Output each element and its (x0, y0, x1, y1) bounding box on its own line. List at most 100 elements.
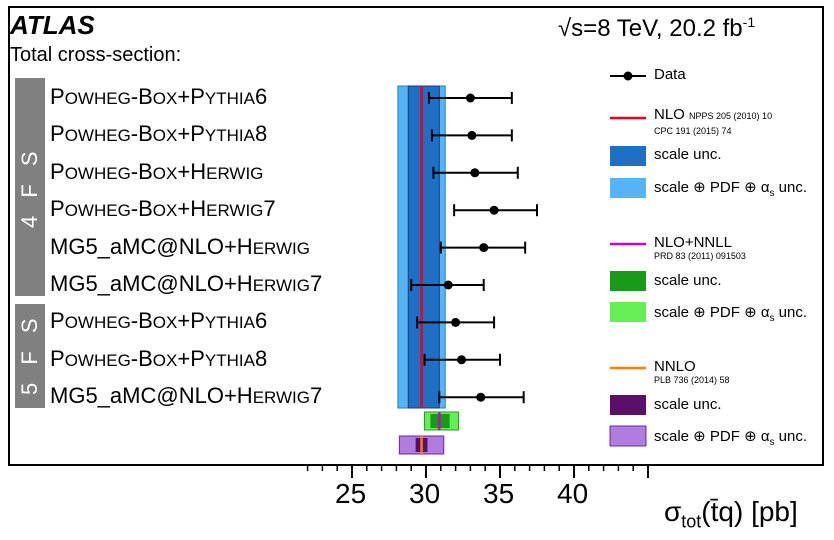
data-point (467, 130, 477, 140)
generator-label-part: YTHIA (204, 126, 255, 146)
generator-label-part: ERWIG (252, 238, 310, 258)
generator-label-part: OX (152, 201, 178, 221)
generator-label-part: ERWIG (206, 201, 264, 221)
generator-label-part: -B (130, 121, 153, 147)
data-point (465, 93, 475, 103)
generator-label-part: +H (177, 158, 207, 184)
legend-nlo-scale-box (610, 146, 646, 166)
generator-label-part: -B (130, 196, 153, 222)
generator-label-part: OWHEG (64, 163, 131, 183)
legend-alpha-sub: s (769, 188, 775, 199)
legend-nlo: NLO NPPS 205 (2010) 10 (654, 106, 772, 123)
generator-label: MG5_aMC@NLO+HERWIG (50, 234, 310, 260)
legend-nnlo-full: scale ⊕ PDF ⊕ αs unc. (654, 427, 807, 448)
nlo-scale-band (407, 85, 440, 409)
generator-label-part: OWHEG (64, 313, 131, 333)
generator-label: POWHEG-BOX+HERWIG (50, 159, 263, 185)
x-axis-sigma: σ (664, 496, 682, 527)
generator-label: MG5_aMC@NLO+HERWIG7 (50, 271, 322, 297)
data-points (410, 92, 538, 404)
generator-label-part: MG5_aMC@NLO (50, 383, 224, 409)
generator-label: POWHEG-BOX+PYTHIA6 (50, 84, 267, 110)
generator-label-part: P (50, 308, 65, 334)
data-point (470, 168, 480, 178)
legend-nnlo-ref: PLB 736 (2014) 58 (654, 375, 730, 385)
generator-label: MG5_aMC@NLO+HERWIG7 (50, 383, 322, 409)
legend-nlo-full-box (610, 178, 646, 198)
theory-bands (397, 85, 460, 455)
generator-label: POWHEG-BOX+PYTHIA8 (50, 121, 267, 147)
x-axis-process: (t̄q) (701, 496, 744, 527)
generator-label-part: ERWIG (252, 276, 310, 295)
x-tick-label: 25 (335, 478, 367, 509)
legend-nlo-full-text: scale ⊕ PDF ⊕ α (654, 179, 770, 196)
group-label-5fs: 5 F S (17, 312, 42, 395)
generator-label-part: YTHIA (204, 89, 255, 108)
generator-label-part: 7 (263, 196, 276, 222)
generator-label-part: +P (177, 345, 205, 371)
legend-nlo-title: NLO (654, 106, 685, 123)
x-axis (306, 464, 649, 478)
lumi-exponent: -1 (742, 14, 756, 30)
data-point (479, 243, 489, 253)
legend-alpha-sub: s (769, 437, 775, 448)
generator-label: POWHEG-BOX+HERWIG7 (50, 196, 276, 222)
generator-label-part: OX (152, 163, 178, 183)
generator-label-part: +P (177, 308, 205, 334)
generator-label-part: 7 (310, 271, 323, 296)
subtitle: Total cross-section: (10, 44, 182, 66)
generator-label-part: OX (152, 350, 178, 370)
generator-label-part: 8 (254, 121, 268, 147)
legend-nlo-ref1: NPPS 205 (2010) 10 (689, 111, 773, 121)
group-label-4fs: 4 F S (17, 145, 42, 228)
generator-label-part: YTHIA (204, 313, 255, 333)
legend-unc-suffix: unc. (774, 179, 808, 196)
generator-label-part: 6 (254, 84, 268, 109)
legend-unc-suffix: unc. (774, 304, 808, 321)
generator-label-part: P (50, 158, 65, 184)
generator-label-part: -B (130, 345, 153, 371)
x-tick-label: 30 (409, 478, 441, 509)
atlas-label: ATLAS (10, 10, 95, 40)
legend-nnll-scale-box (610, 271, 646, 291)
generator-label-part: P (50, 196, 65, 222)
legend-nnlo-full-box (609, 425, 647, 447)
generator-label-part: 6 (254, 308, 268, 334)
group-bar-5fs (15, 304, 45, 408)
legend-nnll-ref: PRD 83 (2011) 091503 (654, 251, 746, 261)
energy-text: √s=8 TeV, 20.2 fb (558, 15, 743, 42)
x-axis-label: σtot(t̄q) [pb] (664, 496, 798, 533)
data-point (489, 205, 499, 215)
x-tick-label: 35 (483, 478, 515, 509)
generator-label-part: +H (177, 196, 207, 222)
energy-lumi-label: √s=8 TeV, 20.2 fb-1 (558, 14, 755, 43)
group-bar-4fs (15, 78, 45, 296)
generator-label-part: -B (130, 308, 153, 334)
data-point (476, 392, 486, 402)
generator-label-part: 7 (310, 383, 323, 409)
legend-nlo-full: scale ⊕ PDF ⊕ αs unc. (654, 178, 807, 199)
data-point (457, 355, 467, 365)
generator-label-part: +H (223, 233, 253, 259)
legend-nnlo-full-text: scale ⊕ PDF ⊕ α (654, 428, 770, 445)
legend-nnlo: NNLO (654, 358, 696, 375)
legend-nnll-full-text: scale ⊕ PDF ⊕ α (654, 304, 770, 321)
generator-label-part: P (50, 84, 65, 109)
x-axis-unit: [pb] (743, 496, 798, 527)
data-point (443, 280, 453, 290)
generator-label-part: OX (152, 313, 178, 333)
generator-label-part: OX (152, 89, 178, 108)
data-point (451, 317, 461, 327)
x-axis-sub: tot (681, 511, 702, 532)
legend-nnll-full: scale ⊕ PDF ⊕ αs unc. (654, 303, 807, 324)
legend-nnll-scale: scale unc. (654, 272, 722, 289)
generator-label-part: P (50, 121, 65, 147)
legend-data-marker (623, 71, 633, 81)
legend-nnlo-scale: scale unc. (654, 396, 722, 413)
legend-alpha-sub: s (769, 313, 775, 324)
generator-label-part: +P (177, 121, 205, 147)
generator-label-part: ERWIG (252, 388, 310, 408)
legend-data: Data (654, 66, 686, 83)
generator-label-part: OWHEG (64, 350, 131, 370)
